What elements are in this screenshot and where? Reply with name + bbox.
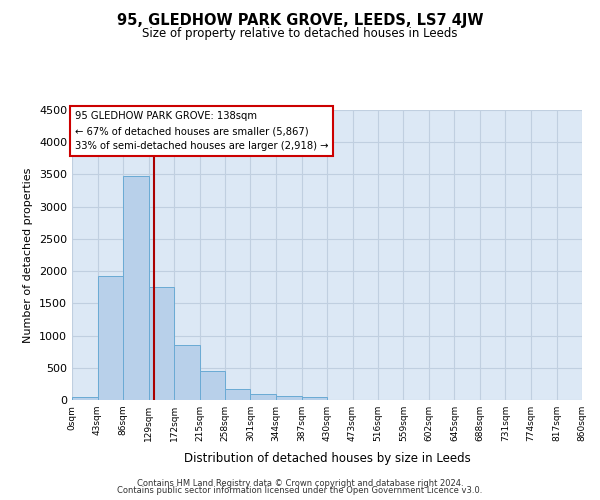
X-axis label: Distribution of detached houses by size in Leeds: Distribution of detached houses by size … — [184, 452, 470, 466]
Text: Contains public sector information licensed under the Open Government Licence v3: Contains public sector information licen… — [118, 486, 482, 495]
Bar — [276, 396, 302, 400]
Bar — [302, 397, 327, 400]
Text: Contains HM Land Registry data © Crown copyright and database right 2024.: Contains HM Land Registry data © Crown c… — [137, 478, 463, 488]
Text: Size of property relative to detached houses in Leeds: Size of property relative to detached ho… — [142, 28, 458, 40]
Text: 95 GLEDHOW PARK GROVE: 138sqm
← 67% of detached houses are smaller (5,867)
33% o: 95 GLEDHOW PARK GROVE: 138sqm ← 67% of d… — [74, 112, 328, 151]
Bar — [199, 371, 225, 400]
Text: 95, GLEDHOW PARK GROVE, LEEDS, LS7 4JW: 95, GLEDHOW PARK GROVE, LEEDS, LS7 4JW — [117, 12, 483, 28]
Bar — [225, 388, 251, 400]
Bar — [251, 394, 276, 400]
Bar — [123, 176, 149, 400]
Bar — [72, 397, 97, 400]
Bar — [174, 345, 199, 400]
Y-axis label: Number of detached properties: Number of detached properties — [23, 168, 34, 342]
Bar — [97, 276, 123, 400]
Bar — [149, 286, 174, 400]
